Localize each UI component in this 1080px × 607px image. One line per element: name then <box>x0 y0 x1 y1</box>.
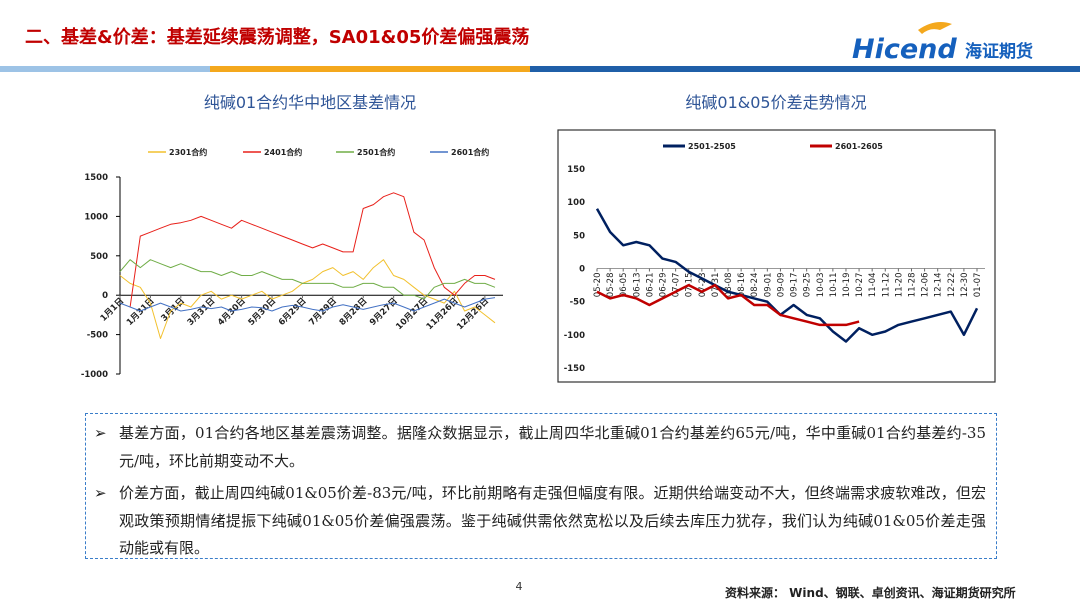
series-line <box>129 192 496 308</box>
x-tick-label: 07-07 <box>672 273 682 298</box>
x-tick-label: 10-19 <box>842 273 852 298</box>
x-tick-label: 08-24 <box>750 273 760 298</box>
y-tick-label: 500 <box>90 252 108 262</box>
x-tick-label: 11月26日 <box>425 296 461 332</box>
x-tick-label: 07-23 <box>698 273 708 298</box>
header-bar <box>210 66 530 72</box>
series-line <box>595 208 979 343</box>
x-tick-label: 12月26日 <box>455 296 491 332</box>
x-tick-label: 8月28日 <box>338 296 370 328</box>
series-line <box>119 259 496 300</box>
x-tick-label: 1月31日 <box>125 296 157 328</box>
x-tick-label: 11-20 <box>894 273 904 298</box>
y-tick-label: 50 <box>573 231 585 241</box>
x-tick-label: 3月1日 <box>159 296 186 323</box>
bullet: ➢ 价差方面，截止周四纯碱01&05价差-83元/吨，环比前期略有走强但幅度有限。… <box>94 484 986 557</box>
x-tick-label: 09-17 <box>790 273 800 298</box>
slide-title: 二、基差&价差：基差延续震荡调整，SA01&05价差偏强震荡 <box>25 26 529 48</box>
source: 资料来源： Wind、钢联、卓创资讯、海证期货研究所 <box>725 585 1016 600</box>
logo-text: Hicend <box>852 34 957 65</box>
x-tick-label: 11-12 <box>881 273 891 298</box>
legend-label: 2501-2505 <box>688 142 736 151</box>
x-tick-label: 05-28 <box>606 273 616 298</box>
series-line <box>119 259 496 339</box>
x-tick-label: 11-28 <box>907 273 917 298</box>
y-tick-label: -100 <box>564 331 585 341</box>
x-tick-label: 3月31日 <box>186 296 218 328</box>
legend-label: 2301合约 <box>169 147 207 157</box>
legend-label: 2601合约 <box>451 147 489 157</box>
x-tick-label: 7月29日 <box>307 296 339 328</box>
x-tick-label: 09-25 <box>803 273 813 298</box>
x-tick-label: 08-08 <box>724 273 734 298</box>
x-tick-label: 6月29日 <box>277 296 309 328</box>
page-number: 4 <box>516 580 523 593</box>
x-tick-label: 11-04 <box>868 273 878 298</box>
x-tick-label: 5月30日 <box>247 296 279 328</box>
header-bar <box>530 66 1080 72</box>
bullet: ➢ 基差方面，01合约各地区基差震荡调整。据隆众数据显示，截止周四华北重碱01合约… <box>94 424 986 470</box>
legend-label: 2501合约 <box>357 147 395 157</box>
x-tick-label: 06-29 <box>659 273 669 298</box>
series-line <box>119 297 496 312</box>
text-box: ➢ 基差方面，01合约各地区基差震荡调整。据隆众数据显示，截止周四华北重碱01合约… <box>85 413 997 559</box>
x-tick-label: 08-16 <box>737 273 747 298</box>
x-tick-label: 12-06 <box>921 273 931 298</box>
x-tick-label: 10月27日 <box>394 296 430 332</box>
x-tick-label: 05-20 <box>593 273 603 298</box>
x-tick-label: 01-07 <box>973 273 983 298</box>
x-tick-label: 4月30日 <box>216 296 248 328</box>
chart-title: 纯碱01合约华中地区基差情况 <box>204 93 416 112</box>
y-tick-label: 100 <box>567 198 585 208</box>
x-tick-label: 10-03 <box>816 273 826 298</box>
x-tick-label: 10-27 <box>855 273 865 298</box>
legend-label: 2401合约 <box>264 147 302 157</box>
x-tick-label: 12-30 <box>960 273 970 298</box>
y-tick-label: -1000 <box>81 370 108 380</box>
x-tick-label: 12-14 <box>934 273 944 298</box>
y-tick-label: -50 <box>570 298 585 308</box>
y-tick-label: -500 <box>87 331 108 341</box>
bullet-text: 价差方面，截止周四纯碱01&05价差-83元/吨，环比前期略有走强但幅度有限。近… <box>119 484 986 557</box>
legend-label: 2601-2605 <box>835 142 883 151</box>
y-tick-label: 0 <box>579 265 585 275</box>
x-tick-label: 09-01 <box>763 273 773 298</box>
logo-mark <box>918 22 952 34</box>
x-tick-label: 10-11 <box>829 273 839 298</box>
y-tick-label: 150 <box>567 165 585 175</box>
y-tick-label: 1000 <box>84 212 108 222</box>
x-tick-label: 06-05 <box>619 273 629 298</box>
bullet-text: 基差方面，01合约各地区基差震荡调整。据隆众数据显示，截止周四华北重碱01合约基… <box>119 424 986 470</box>
logo-cn: 海证期货 <box>965 41 1033 62</box>
chart-frame <box>557 129 996 383</box>
x-tick-label: 06-21 <box>645 273 655 298</box>
header-bar <box>0 66 210 72</box>
x-tick-label: 06-13 <box>632 273 642 298</box>
x-tick-label: 12-22 <box>947 273 957 298</box>
y-tick-label: -150 <box>564 364 585 374</box>
y-tick-label: 0 <box>102 291 108 301</box>
x-tick-label: 09-09 <box>776 273 786 298</box>
series-line <box>596 283 860 327</box>
y-tick-label: 1500 <box>84 173 108 183</box>
chart-title: 纯碱01&05价差走势情况 <box>685 93 866 112</box>
